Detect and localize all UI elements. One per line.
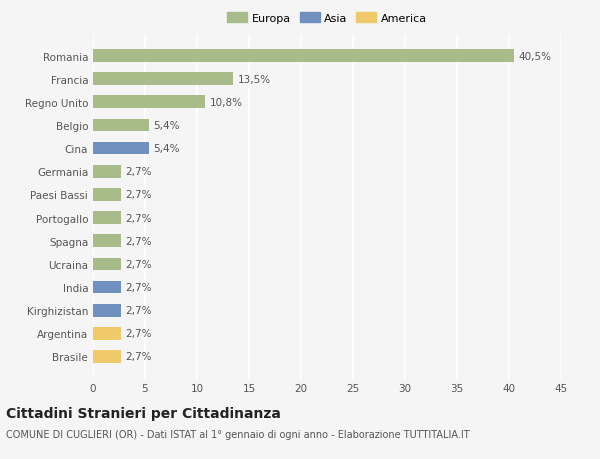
Bar	[93, 304, 121, 317]
Text: 2,7%: 2,7%	[125, 329, 152, 339]
Bar	[93, 350, 121, 363]
Bar	[93, 327, 121, 340]
Bar	[93, 281, 121, 294]
Text: 2,7%: 2,7%	[125, 167, 152, 177]
Bar	[93, 235, 121, 247]
Bar	[93, 166, 121, 178]
Bar	[93, 258, 121, 271]
Bar	[93, 50, 514, 63]
Text: 2,7%: 2,7%	[125, 282, 152, 292]
Text: COMUNE DI CUGLIERI (OR) - Dati ISTAT al 1° gennaio di ogni anno - Elaborazione T: COMUNE DI CUGLIERI (OR) - Dati ISTAT al …	[6, 429, 470, 439]
Bar	[93, 73, 233, 86]
Text: 2,7%: 2,7%	[125, 306, 152, 315]
Bar	[93, 119, 149, 132]
Legend: Europa, Asia, America: Europa, Asia, America	[225, 11, 429, 26]
Bar	[93, 212, 121, 224]
Text: Cittadini Stranieri per Cittadinanza: Cittadini Stranieri per Cittadinanza	[6, 406, 281, 420]
Bar	[93, 96, 205, 109]
Text: 2,7%: 2,7%	[125, 352, 152, 362]
Text: 5,4%: 5,4%	[154, 144, 180, 154]
Text: 2,7%: 2,7%	[125, 213, 152, 223]
Text: 10,8%: 10,8%	[209, 98, 242, 107]
Bar	[93, 142, 149, 155]
Text: 2,7%: 2,7%	[125, 236, 152, 246]
Text: 40,5%: 40,5%	[518, 51, 551, 62]
Bar	[93, 189, 121, 202]
Text: 13,5%: 13,5%	[238, 74, 271, 84]
Text: 2,7%: 2,7%	[125, 190, 152, 200]
Text: 5,4%: 5,4%	[154, 121, 180, 131]
Text: 2,7%: 2,7%	[125, 259, 152, 269]
